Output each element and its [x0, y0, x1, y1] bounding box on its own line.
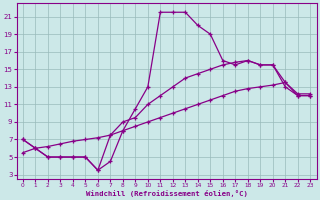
X-axis label: Windchill (Refroidissement éolien,°C): Windchill (Refroidissement éolien,°C) — [86, 190, 248, 197]
